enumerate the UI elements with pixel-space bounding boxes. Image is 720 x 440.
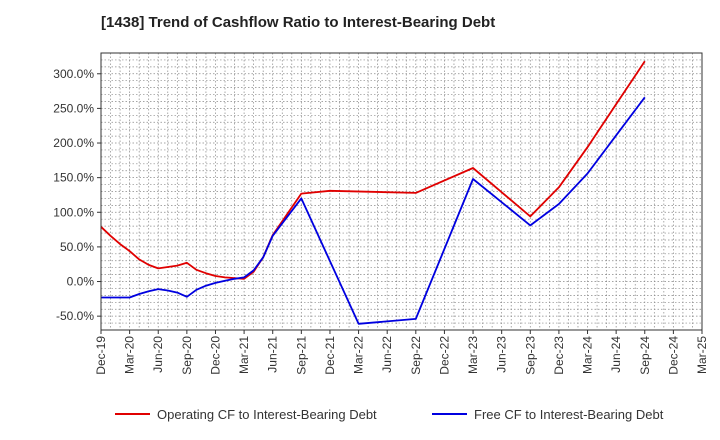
legend-label: Free CF to Interest-Bearing Debt (474, 407, 664, 422)
x-tick-label: Dec-21 (323, 336, 337, 375)
legend: Operating CF to Interest-Bearing Debt Fre… (115, 407, 664, 422)
series-lines (100, 60, 646, 325)
grid-lines (101, 53, 702, 330)
x-tick-label: Jun-24 (609, 336, 623, 373)
y-tick-label: 250.0% (53, 101, 94, 115)
x-tick-label: Sep-21 (294, 336, 308, 375)
series-line (100, 60, 646, 280)
x-tick-label: Mar-22 (352, 336, 366, 374)
chart-title: [1438] Trend of Cashflow Ratio to Intere… (101, 14, 496, 31)
x-tick-label: Mar-21 (237, 336, 251, 374)
x-tick-label: Mar-20 (123, 336, 137, 374)
x-tick-label: Dec-22 (437, 336, 451, 375)
y-tick-label: 100.0% (53, 205, 94, 219)
y-axis: 300.0% 250.0% 200.0% 150.0% 100.0% 50.0% 0.0% -… (53, 67, 101, 323)
y-tick-label: -50.0% (56, 309, 94, 323)
x-tick-label: Dec-20 (208, 336, 222, 375)
x-tick-label: Sep-22 (409, 336, 423, 375)
y-tick-label: 200.0% (53, 136, 94, 150)
x-tick-label: Dec-24 (666, 336, 680, 375)
series-line (101, 96, 646, 325)
y-tick-label: 150.0% (53, 171, 94, 185)
x-tick-label: Jun-22 (380, 336, 394, 373)
x-tick-label: Sep-20 (180, 336, 194, 375)
y-tick-label: 0.0% (67, 275, 95, 289)
x-tick-label: Mar-23 (466, 336, 480, 374)
x-tick-label: Dec-19 (94, 336, 108, 375)
x-tick-label: Mar-24 (581, 336, 595, 374)
x-tick-label: Sep-24 (638, 336, 652, 375)
y-tick-label: 300.0% (53, 67, 94, 81)
plot-border (100, 52, 703, 331)
x-tick-label: Jun-23 (495, 336, 509, 373)
y-tick-label: 50.0% (60, 240, 94, 254)
legend-label: Operating CF to Interest-Bearing Debt (157, 407, 377, 422)
x-tick-label: Dec-23 (552, 336, 566, 375)
x-tick-label: Jun-20 (151, 336, 165, 373)
x-tick-label: Jun-21 (266, 336, 280, 373)
x-tick-label: Mar-25 (695, 336, 709, 374)
x-axis: Dec-19 Mar-20 Jun-20 Sep-20 Dec-20 Mar-21 Jun-… (94, 330, 709, 375)
x-tick-label: Sep-23 (523, 336, 537, 375)
